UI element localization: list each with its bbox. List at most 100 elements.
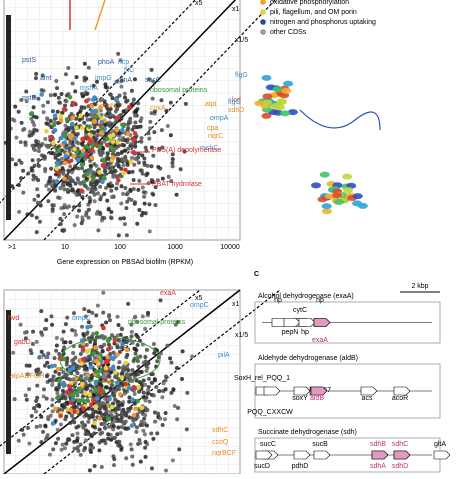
point xyxy=(107,318,112,323)
point xyxy=(24,99,29,104)
point xyxy=(110,195,115,200)
gene-name: acs xyxy=(362,395,373,402)
point xyxy=(131,178,136,183)
cluster-title: Alcohol dehydrogenase (exaA) xyxy=(258,293,354,300)
point xyxy=(71,417,76,422)
point xyxy=(64,99,69,104)
point xyxy=(174,366,179,371)
point xyxy=(86,320,91,325)
point xyxy=(132,131,138,136)
point xyxy=(34,368,39,373)
point xyxy=(112,337,118,343)
point xyxy=(149,111,154,116)
point xyxy=(121,171,126,176)
point xyxy=(87,468,92,473)
point xyxy=(56,148,61,154)
point xyxy=(86,309,91,314)
legend-label: pili, flagellum, and OM porin xyxy=(270,9,357,16)
point xyxy=(143,382,148,387)
point xyxy=(142,156,147,161)
point xyxy=(68,407,73,413)
point xyxy=(119,447,124,452)
gene-label: gabD xyxy=(14,339,31,346)
point xyxy=(149,164,154,169)
point xyxy=(103,411,108,416)
point xyxy=(126,385,132,391)
point xyxy=(70,393,76,399)
point xyxy=(108,133,113,139)
gene-label: nqrBCF xyxy=(212,450,236,457)
point xyxy=(71,350,76,355)
point xyxy=(122,222,127,227)
point xyxy=(38,423,43,428)
gene-name: aldB xyxy=(310,395,324,402)
point xyxy=(152,351,157,356)
point xyxy=(51,122,57,128)
point xyxy=(69,388,74,393)
point xyxy=(111,392,116,397)
point xyxy=(126,104,132,110)
point xyxy=(58,422,63,427)
point xyxy=(73,390,78,396)
point xyxy=(153,419,158,424)
point xyxy=(169,360,174,365)
protein xyxy=(254,100,265,107)
point xyxy=(116,164,121,169)
point xyxy=(141,390,146,395)
point xyxy=(119,184,124,189)
point xyxy=(142,201,147,206)
point xyxy=(127,415,132,420)
point xyxy=(79,91,84,96)
point xyxy=(70,433,75,438)
point xyxy=(104,131,109,136)
protein xyxy=(262,93,273,100)
gene-label: amt xyxy=(38,354,50,361)
point xyxy=(68,152,73,157)
point xyxy=(99,465,104,470)
point xyxy=(107,110,112,115)
point xyxy=(102,342,107,347)
point xyxy=(89,147,95,153)
point xyxy=(60,166,65,171)
point xyxy=(132,372,137,377)
point xyxy=(130,368,135,373)
point xyxy=(89,103,95,109)
point xyxy=(100,163,106,168)
point xyxy=(92,114,98,119)
point xyxy=(94,136,99,141)
point xyxy=(113,120,118,125)
gene-label: sdhD xyxy=(228,107,244,114)
point xyxy=(18,322,23,327)
point xyxy=(114,79,119,84)
point xyxy=(106,182,111,187)
point xyxy=(80,215,85,220)
point xyxy=(23,143,28,148)
point xyxy=(148,126,153,131)
gene-arrow xyxy=(263,386,281,396)
point xyxy=(79,361,84,366)
point xyxy=(119,326,124,331)
point xyxy=(134,319,139,324)
point xyxy=(163,410,168,415)
point xyxy=(69,413,74,418)
point xyxy=(99,126,105,131)
point xyxy=(64,117,70,122)
point xyxy=(56,378,62,383)
point xyxy=(54,166,59,172)
point xyxy=(147,229,152,234)
point xyxy=(79,166,84,171)
point xyxy=(134,429,139,434)
point xyxy=(19,176,24,181)
point xyxy=(30,143,35,148)
point xyxy=(170,157,175,162)
point xyxy=(165,123,170,128)
point xyxy=(178,167,183,172)
point xyxy=(115,432,120,437)
point xyxy=(125,162,130,167)
point xyxy=(46,415,51,420)
point xyxy=(41,394,46,399)
point xyxy=(58,216,63,221)
point xyxy=(108,145,114,150)
point xyxy=(72,409,77,414)
point xyxy=(67,437,72,442)
